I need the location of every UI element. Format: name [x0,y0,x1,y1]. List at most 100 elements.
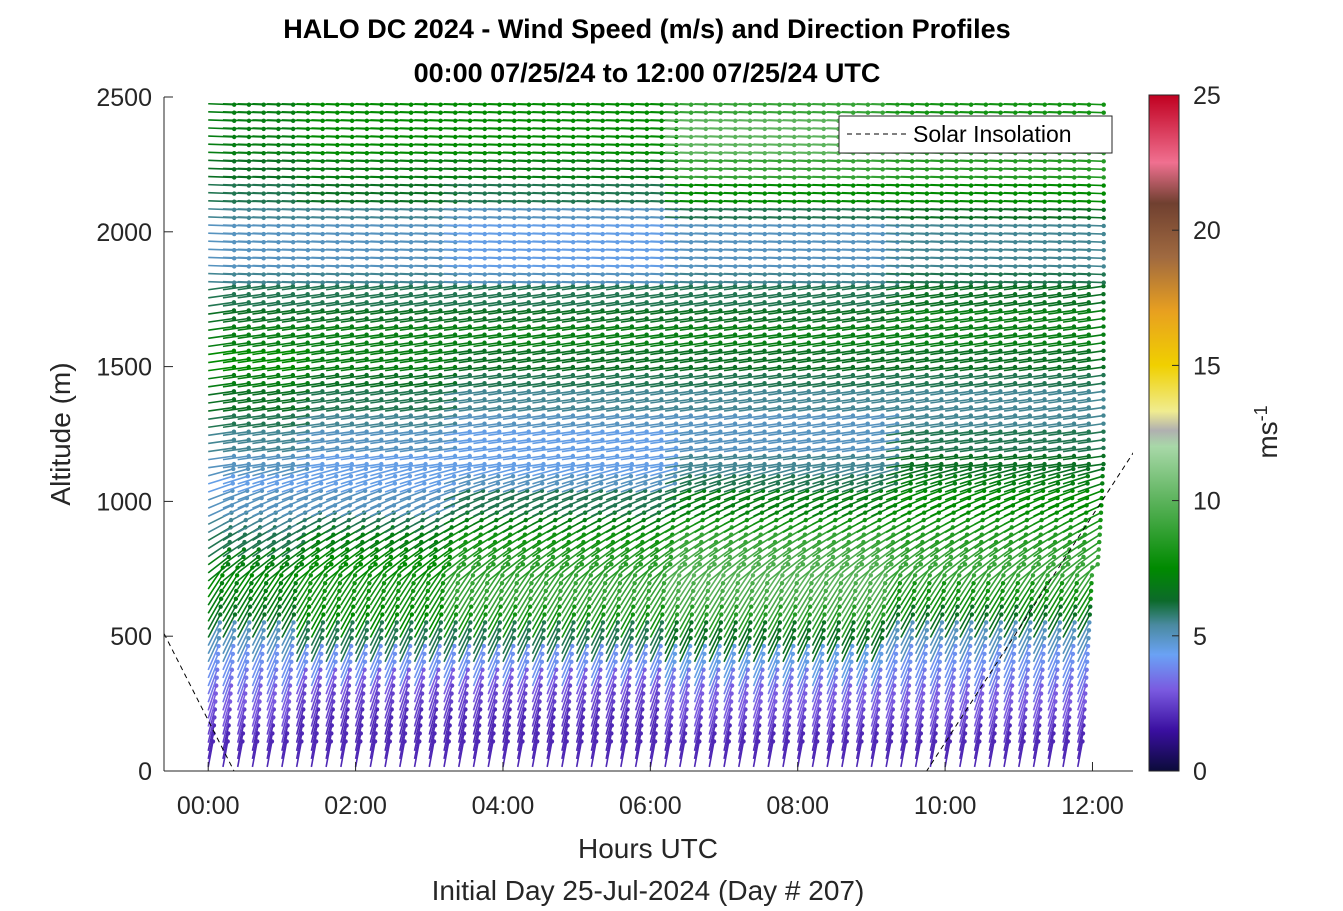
wind-barb [236,717,245,743]
wind-barb-head [290,461,296,467]
wind-barb-head [381,596,386,602]
wind-barb-head [631,596,636,602]
wind-barb-head [432,554,438,560]
wind-barb [237,422,264,429]
wind-barb [296,541,319,558]
wind-barb [266,614,280,638]
wind-barb-head [231,628,237,633]
wind-barb-head [305,300,310,305]
wind-barb [252,285,279,291]
wind-barb [325,614,339,638]
wind-barb [310,733,318,760]
wind-barb [236,653,249,679]
wind-barb [207,669,218,695]
wind-barb [237,541,260,558]
wind-barb-head [467,635,472,641]
wind-barb-head [292,604,297,609]
wind-barb [237,563,259,582]
wind-barb-head [587,596,592,602]
wind-barb-head [333,659,338,665]
wind-barb [208,333,235,340]
wind-barb-head [231,348,237,354]
wind-barb-head [335,628,340,633]
wind-barb-head [260,643,265,649]
wind-barb-head [394,612,400,617]
wind-barb [281,614,295,638]
wind-barb [281,430,308,437]
wind-barb [236,725,245,751]
wind-barb [281,582,297,606]
wind-barb [296,358,323,364]
wind-barb [325,563,347,582]
wind-barb-head [601,612,606,617]
wind-barb-head [246,300,251,305]
wind-barb [208,293,235,299]
wind-barb [236,606,251,630]
wind-barb [326,447,352,453]
wind-barb-head [352,588,357,594]
wind-barb-head [305,397,310,402]
wind-barb [252,293,279,299]
wind-barb-head [308,580,313,586]
wind-barb [251,548,274,566]
wind-barb [251,606,266,630]
wind-barb [207,598,222,622]
wind-barb-head [318,659,323,665]
wind-barb [281,637,294,663]
wind-barb [267,358,294,364]
wind-barb-head [584,466,590,472]
wind-barb-head [246,628,252,633]
wind-barb [222,574,238,598]
wind-barb [325,709,334,735]
wind-barb-head [440,580,446,586]
wind-barb [311,301,338,307]
wind-barb-head [565,554,570,560]
wind-barb-head [274,481,280,486]
wind-barb [296,309,323,315]
wind-barb-head [305,635,310,641]
wind-barb [237,475,263,485]
wind-barb [251,645,264,671]
wind-barb [208,350,235,356]
wind-barb-head [275,316,281,321]
wind-barb [310,701,320,727]
wind-barb-head [559,573,564,578]
wind-barb-head [470,580,475,586]
wind-barb [281,693,291,719]
wind-barb [310,614,325,638]
wind-barb [266,468,293,477]
wind-barb-head [454,604,459,609]
wind-barb-head [321,604,327,609]
wind-barb [295,701,305,727]
wind-barb-head [363,473,368,479]
wind-barb-head [395,596,401,602]
wind-barb-head [525,473,531,479]
wind-barb-head [573,588,578,594]
wind-barb [326,455,352,461]
wind-barb-head [217,628,222,633]
wind-barb-head [453,628,458,633]
wind-barb [296,468,322,477]
wind-barb-head [231,364,237,370]
wind-barb-head [246,405,251,410]
wind-barb [208,430,235,437]
wind-barb [252,398,279,404]
wind-barb-head [231,397,237,402]
wind-barb-head [349,453,355,459]
wind-barb-head [216,635,222,641]
wind-barb-head [317,675,323,680]
wind-barb [325,661,337,687]
wind-barb-head [286,547,291,552]
wind-barb [251,733,259,760]
wind-barb-head [259,659,265,665]
wind-barb [267,390,294,396]
wind-barb-head [305,332,310,337]
wind-barb-head [231,429,237,434]
wind-barb [207,556,230,574]
wind-barb [266,733,274,760]
wind-barb [267,285,294,291]
wind-barb [281,622,295,646]
wind-barb-head [335,612,341,617]
wind-barb-head [482,620,488,625]
wind-barb [296,333,323,340]
